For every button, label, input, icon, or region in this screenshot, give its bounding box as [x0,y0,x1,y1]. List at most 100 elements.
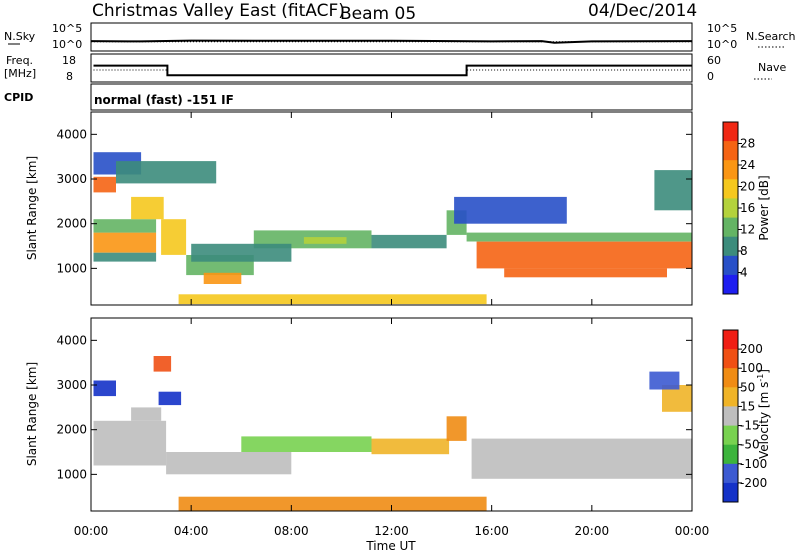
velocity-colorbar: 200 100 50 15 -15 -50 -100 -200 [722,329,767,503]
power-region-17 [654,170,692,211]
velocity-frame [722,329,739,503]
power-heatmap [93,152,692,305]
power-colorbar: 4 8 12 16 20 24 28 [722,121,755,295]
velocity-colorbar-label: Velocity [m s-1] [756,369,771,459]
velocity-region-7 [371,438,450,455]
time-xaxis: 00:00 04:00 08:00 12:00 16:00 20:00 00:00 [74,112,710,538]
power-tick-label-2: 12 [740,223,755,237]
velocity-ytick-label-1: 2000 [56,423,87,437]
velocity-swatch-1 [723,349,738,369]
xtick-label-1: 04:00 [174,524,209,538]
velocity-yaxis: 1000 2000 3000 4000 [56,333,692,481]
power-ytick-label-2: 3000 [56,172,87,186]
velocity-ytick-label-2: 3000 [56,378,87,392]
freq-panel-frame [90,53,693,83]
power-region-3 [93,219,157,233]
date-label: 04/Dec/2014 [588,1,697,21]
power-region-15 [504,268,667,278]
velocity-swatch-8 [723,482,738,503]
nsky-label: N.Sky [4,30,36,43]
velocity-swatch-0 [723,330,738,350]
velocity-region-3 [158,391,182,406]
power-swatch-1 [723,141,738,161]
velocity-region-10 [178,496,487,511]
velocity-tick-label-4: -15 [740,419,760,433]
velocity-region-2 [131,407,162,421]
power-ytick-label-1: 2000 [56,217,87,231]
velocity-swatch-2 [723,368,738,388]
freq-label-1: Freq. [6,54,33,67]
power-swatch-2 [723,160,738,180]
nave-tick-top: 60 [707,54,721,67]
velocity-swatch-5 [723,425,738,446]
velocity-swatch-6 [723,444,738,465]
nsky-series-line [90,39,693,44]
power-swatch-6 [723,236,738,257]
freq-tick-top: 18 [62,54,76,67]
power-tick-label-0: 4 [740,266,748,280]
freq-label-2: [MHz] [4,67,36,80]
nsearch-label: N.Search [746,30,796,43]
xtick-label-6: 00:00 [675,524,710,538]
power-region-19 [116,161,217,184]
freq-tick-bottom: 8 [66,70,73,83]
nsky-tick-bottom: 10^0 [52,38,82,51]
power-tick-label-3: 16 [740,201,755,215]
power-region-13 [466,232,692,242]
power-region-11 [371,234,447,249]
power-region-5 [161,219,187,255]
nsky-tick-top: 10^5 [52,22,82,35]
velocity-tick-label-7: -200 [740,476,767,490]
xtick-label-5: 20:00 [575,524,610,538]
velocity-heatmap [93,356,692,511]
xaxis-label: Time UT [365,539,416,553]
velocity-tick-label-0: 200 [740,342,763,356]
velocity-region-4 [153,356,172,372]
nave-label: Nave [758,61,786,74]
power-ytick-label-3: 4000 [56,127,87,141]
power-ytick-label-0: 1000 [56,261,87,275]
nave-series-line [93,69,692,76]
power-region-16 [178,294,487,305]
xtick-label-4: 16:00 [474,524,509,538]
xtick-label-3: 12:00 [374,524,409,538]
velocity-colorbar-label-end: ] [757,369,771,374]
velocity-region-9 [471,438,692,479]
velocity-tick-label-5: -50 [740,438,760,452]
power-swatch-7 [723,255,738,276]
power-ylabel: Slant Range [km] [25,156,39,260]
velocity-swatch-7 [723,463,738,484]
power-colorbar-label: Power [dB] [757,175,771,240]
velocity-region-5 [166,452,292,475]
velocity-tick-label-3: 15 [740,399,755,413]
power-yaxis: 1000 2000 3000 4000 [56,127,692,275]
xtick-label-2: 08:00 [274,524,309,538]
power-region-1 [93,232,157,253]
power-region-20 [454,196,567,224]
power-region-14 [476,241,692,269]
velocity-tick-label-1: 100 [740,361,763,375]
power-region-2 [93,252,157,262]
power-region-0 [93,176,116,193]
velocity-region-12 [649,371,680,390]
power-swatch-5 [723,217,738,238]
velocity-swatch-4 [723,406,738,426]
velocity-region-8 [446,416,467,441]
velocity-colorbar-label-sup: -1 [756,374,765,382]
nsky-panel-frame [90,22,693,52]
velocity-tick-label-2: 50 [740,380,755,394]
nsearch-tick-bottom: 10^0 [707,38,737,51]
nave-tick-bottom: 0 [707,70,714,83]
plot-title: Christmas Valley East (fitACF) [92,1,345,21]
power-tick-label-4: 20 [740,180,755,194]
velocity-region-0 [93,380,116,397]
power-tick-label-1: 8 [740,244,748,258]
power-swatch-4 [723,198,738,218]
power-swatch-3 [723,179,738,199]
power-region-7 [203,272,242,284]
velocity-swatch-3 [723,387,738,407]
velocity-ytick-label-0: 1000 [56,467,87,481]
cpid-label: CPID [4,91,33,104]
power-region-9 [303,237,347,244]
